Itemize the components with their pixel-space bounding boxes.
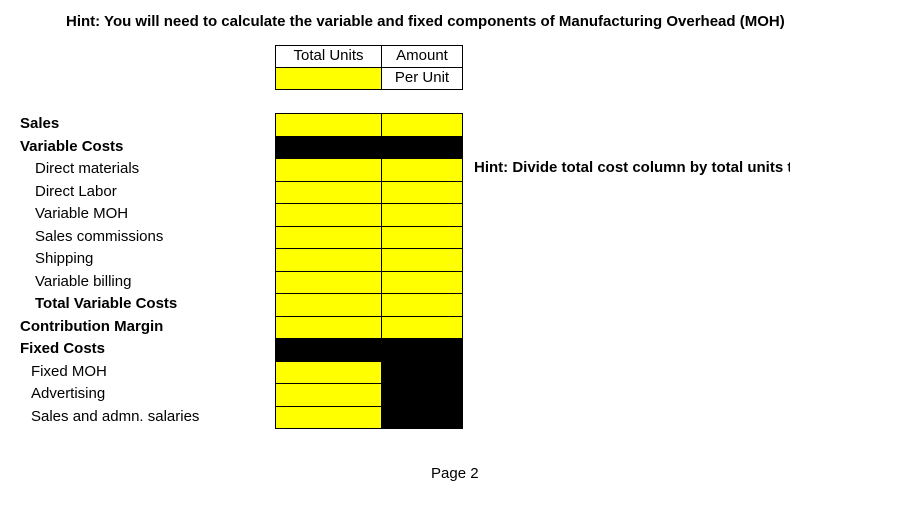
row-label: Sales <box>20 115 60 132</box>
cell <box>275 293 382 317</box>
row-label: Variable Costs <box>20 137 124 155</box>
column-header: Per Unit <box>381 67 463 90</box>
cell <box>381 203 463 227</box>
row-label: Direct materials <box>35 160 140 177</box>
cell <box>275 113 382 137</box>
cell <box>275 315 382 339</box>
row-label: Direct Labor <box>35 182 117 200</box>
cell <box>381 338 463 362</box>
cell <box>275 270 382 294</box>
cell <box>381 293 463 317</box>
cell <box>381 405 463 429</box>
column-header: Total Units <box>275 45 382 68</box>
cell <box>275 248 382 272</box>
cell <box>381 248 463 272</box>
row-label: Contribution Margin <box>20 317 164 335</box>
column-header: Amount <box>381 45 463 68</box>
hint-top: Hint: You will need to calculate the var… <box>66 13 786 30</box>
cell <box>275 203 382 227</box>
cell <box>275 405 382 429</box>
cell <box>381 135 463 159</box>
input-cell <box>275 67 382 90</box>
cell <box>275 225 382 249</box>
row-label: Variable MOH <box>35 205 129 222</box>
cell <box>381 225 463 249</box>
hint-side: Hint: Divide total cost column by total … <box>474 159 790 176</box>
cell <box>381 270 463 294</box>
row-label: Shipping <box>35 250 94 267</box>
cell <box>275 158 382 182</box>
row-label: Advertising <box>31 385 106 402</box>
cell <box>381 158 463 182</box>
cell <box>381 113 463 137</box>
row-label: Sales and admn. salaries <box>31 407 200 425</box>
row-label: Fixed MOH <box>31 362 107 380</box>
row-label: Variable billing <box>35 272 132 290</box>
cell <box>275 360 382 384</box>
row-label: Sales commissions <box>35 227 164 245</box>
cell <box>381 180 463 204</box>
cell <box>381 315 463 339</box>
page-number: Page 2 <box>431 465 479 482</box>
cell <box>275 180 382 204</box>
row-label: Total Variable Costs <box>35 295 178 312</box>
cell <box>381 360 463 384</box>
cell <box>381 383 463 407</box>
cell <box>275 383 382 407</box>
row-label: Fixed Costs <box>20 340 106 357</box>
cell <box>275 135 382 159</box>
cell <box>275 338 382 362</box>
